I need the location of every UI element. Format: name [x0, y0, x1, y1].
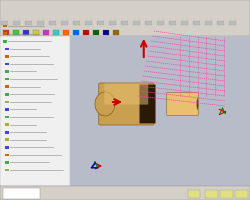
Bar	[4, 85, 9, 88]
Bar	[112, 30, 119, 35]
Bar	[52, 30, 59, 35]
Bar	[102, 30, 109, 35]
Bar	[4, 123, 9, 126]
Bar	[235, 190, 248, 198]
Bar	[97, 21, 104, 25]
Bar	[0, 186, 250, 200]
Bar	[72, 30, 79, 35]
Bar	[205, 21, 212, 25]
Bar	[25, 21, 32, 25]
Bar	[4, 161, 9, 164]
Bar	[70, 36, 250, 186]
Bar	[4, 70, 9, 73]
Bar	[4, 116, 9, 118]
Bar	[0, 36, 70, 186]
Ellipse shape	[197, 98, 198, 110]
Bar	[4, 131, 9, 134]
Bar	[1, 21, 8, 25]
Bar	[4, 169, 9, 171]
Bar	[92, 30, 99, 35]
Bar	[121, 21, 128, 25]
Bar	[22, 30, 29, 35]
Bar	[62, 30, 69, 35]
Bar	[4, 63, 9, 65]
Bar	[157, 21, 164, 25]
Bar	[4, 108, 9, 111]
Bar	[4, 101, 9, 103]
Ellipse shape	[96, 93, 109, 115]
Bar	[2, 188, 40, 199]
Bar	[49, 21, 56, 25]
Bar	[4, 146, 9, 149]
Bar	[32, 30, 39, 35]
Bar	[229, 21, 236, 25]
Bar	[73, 21, 80, 25]
Bar	[133, 21, 140, 25]
Bar	[188, 190, 200, 198]
Bar	[4, 138, 9, 141]
Bar	[61, 21, 68, 25]
Bar	[220, 190, 232, 198]
Bar	[42, 30, 49, 35]
Bar	[217, 21, 224, 25]
Bar	[193, 21, 200, 25]
Bar	[205, 190, 218, 198]
Bar	[12, 30, 19, 35]
Bar	[85, 21, 92, 25]
Bar	[0, 0, 250, 36]
Bar	[169, 21, 176, 25]
Bar	[2, 30, 9, 35]
Bar	[145, 21, 152, 25]
Bar	[13, 21, 20, 25]
FancyBboxPatch shape	[140, 85, 156, 123]
Bar	[181, 21, 188, 25]
Bar	[4, 78, 9, 80]
FancyBboxPatch shape	[167, 92, 198, 116]
Bar	[82, 30, 89, 35]
Bar	[2, 32, 7, 35]
Bar	[4, 154, 9, 156]
Bar	[2, 25, 7, 27]
Ellipse shape	[95, 92, 115, 116]
Bar	[109, 21, 116, 25]
FancyBboxPatch shape	[104, 83, 148, 105]
Bar	[4, 93, 9, 96]
Bar	[4, 48, 9, 50]
Bar	[2, 40, 7, 43]
FancyBboxPatch shape	[99, 83, 154, 125]
Bar	[4, 55, 9, 58]
Bar	[37, 21, 44, 25]
